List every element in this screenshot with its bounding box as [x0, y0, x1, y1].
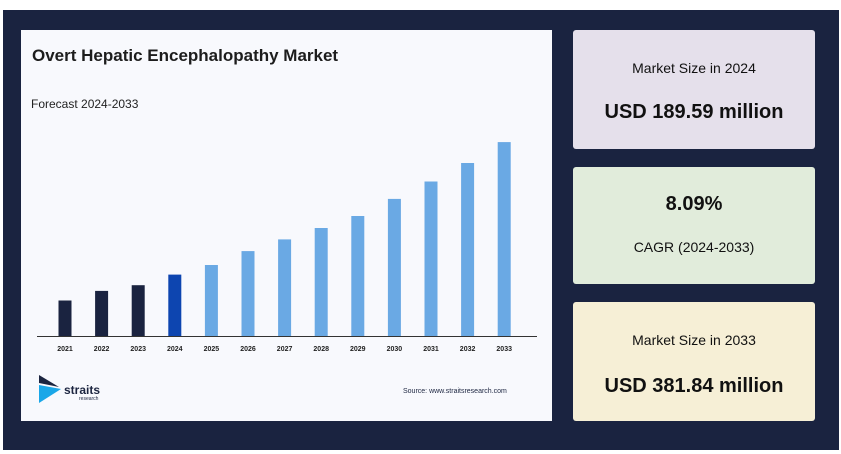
- stat-label: Market Size in 2033: [632, 332, 756, 348]
- bar-2025: [204, 265, 218, 336]
- bar-2024: [168, 274, 182, 336]
- x-tick-label: 2033: [496, 346, 512, 353]
- stat-card-cagr: 8.09% CAGR (2024-2033): [573, 167, 815, 284]
- source-note: Source: www.straitsresearch.com: [403, 388, 507, 395]
- stat-label: CAGR (2024-2033): [633, 239, 755, 255]
- x-tick-label: 2031: [423, 346, 439, 353]
- x-tick-label: 2028: [313, 346, 329, 353]
- stat-value: USD 381.84 million: [604, 375, 784, 397]
- bar-2030: [387, 198, 401, 336]
- bar-2027: [278, 239, 292, 336]
- stat-card-market-size-2033: Market Size in 2033 USD 381.84 million: [573, 302, 815, 421]
- brand-name: straits: [64, 383, 101, 397]
- x-tick-label: 2023: [130, 346, 146, 353]
- x-tick-label: 2032: [460, 346, 476, 353]
- bar-2023: [131, 285, 145, 336]
- x-tick-label: 2030: [387, 346, 403, 353]
- bar-2029: [351, 216, 365, 336]
- stat-card-market-size-2024: Market Size in 2024 USD 189.59 million: [573, 30, 815, 149]
- x-tick-label: 2026: [240, 346, 256, 353]
- x-tick-label: 2025: [204, 346, 220, 353]
- bar-2022: [95, 290, 109, 336]
- x-tick-label: 2029: [350, 346, 366, 353]
- brand-tagline: research: [79, 396, 99, 402]
- bar-chart: 2021 2022 2023 2024 2025 2026 2027 2028 2029 2030…: [37, 142, 537, 353]
- bar-2021: [58, 300, 72, 336]
- x-tick-label: 2021: [57, 346, 73, 353]
- chart-card: Overt Hepatic Encephalopathy Market Fore…: [21, 30, 552, 421]
- bar-2031: [424, 181, 438, 336]
- x-tick-label: 2022: [94, 346, 110, 353]
- straits-logo-icon: [39, 375, 61, 403]
- bar-2028: [314, 228, 328, 336]
- x-tick-label: 2024: [167, 346, 183, 353]
- bar-2026: [241, 251, 255, 336]
- bar-2032: [461, 163, 475, 336]
- chart-title: Overt Hepatic Encephalopathy Market: [32, 46, 339, 65]
- stat-value: USD 189.59 million: [604, 101, 784, 123]
- stat-label: Market Size in 2024: [632, 60, 756, 76]
- x-tick-label: 2027: [277, 346, 293, 353]
- chart-subtitle: Forecast 2024-2033: [31, 97, 139, 111]
- bar-2033: [497, 142, 511, 336]
- stat-value: 8.09%: [665, 193, 723, 215]
